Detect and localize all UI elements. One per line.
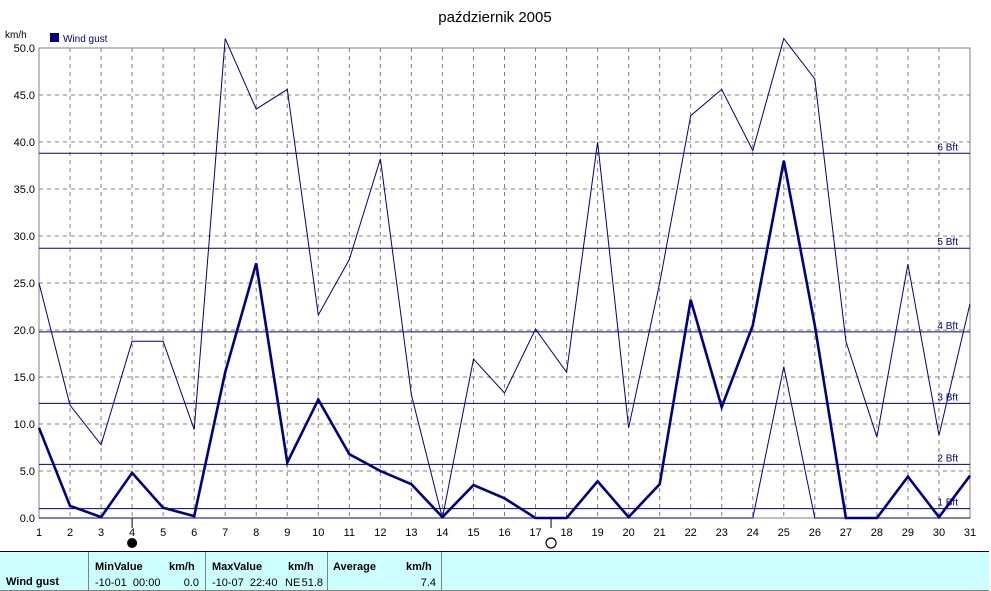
x-tick-label: 31 [964, 527, 976, 539]
average-number: 7.4 [420, 577, 436, 589]
y-tick-label: 0.0 [20, 513, 35, 525]
x-tick-label: 23 [716, 527, 728, 539]
plot-area: 0.0 5.0 10.0 15.0 20.0 25.0 30.0 35.0 40.0 45.0 50… [14, 37, 976, 549]
x-tick-label: 9 [284, 527, 290, 539]
x-tick-label: 24 [747, 527, 759, 539]
legend-swatch [50, 33, 59, 42]
series-line-average [37, 160, 972, 520]
x-tick-label: 29 [902, 527, 914, 539]
min-value-cell: MinValue km/h -10-01 00:00 0.0 [88, 552, 205, 590]
x-tick-label: 14 [436, 527, 448, 539]
x-tick-label: 1 [36, 527, 42, 539]
x-tick-label: 11 [344, 527, 355, 539]
max-value-cell: MaxValue km/h -10-07 22:40 NE 51.8 [205, 552, 327, 590]
x-tick-label: 10 [312, 527, 324, 539]
wind-gust-chart: październik 2005 km/h Wind gust 0.0 5.0 10… [5, 9, 976, 549]
max-value-direction: NE [285, 577, 301, 589]
x-tick-label: 18 [560, 527, 572, 539]
x-tick-label: 13 [405, 527, 417, 539]
x-tick-label: 30 [933, 527, 945, 539]
max-value-number: 51.8 [301, 577, 323, 589]
legend-label: Wind gust [63, 34, 108, 45]
beaufort-label: 4 Bft [937, 321, 958, 332]
series-line-max [38, 37, 971, 519]
chart-title: październik 2005 [438, 9, 551, 26]
y-tick-label: 15.0 [14, 372, 35, 384]
x-tick-label: 16 [498, 527, 510, 539]
full-moon-icon [127, 538, 138, 548]
average-header: Average [333, 561, 377, 573]
max-value-unit: km/h [288, 561, 314, 573]
average-unit: km/h [406, 561, 432, 573]
y-tick-label: 5.0 [20, 466, 35, 478]
max-value-datetime: -10-07 22:40 [212, 577, 278, 589]
series-line-min [39, 366, 970, 519]
y-tick-label: 20.0 [14, 325, 35, 337]
stats-row-label: Wind gust [6, 576, 60, 588]
y-tick-label: 30.0 [14, 231, 35, 243]
y-tick-label: 50.0 [14, 43, 35, 55]
x-tick-label: 26 [809, 527, 821, 539]
x-tick-label: 27 [840, 527, 852, 539]
x-tick-label: 5 [160, 527, 166, 539]
x-tick-label: 12 [374, 527, 386, 539]
x-tick-label: 8 [253, 527, 259, 539]
x-tick-label: 21 [654, 527, 666, 539]
x-tick-label: 7 [222, 527, 228, 539]
min-value-datetime: -10-01 00:00 [95, 577, 161, 589]
average-cell: Average km/h 7.4 [327, 552, 442, 590]
x-tick-label: 28 [871, 527, 883, 539]
x-tick-label: 19 [591, 527, 603, 539]
x-tick-label: 22 [685, 527, 697, 539]
y-axis-unit: km/h [5, 30, 27, 41]
x-tick-label: 15 [467, 527, 479, 539]
x-tick-label: 17 [529, 527, 541, 539]
x-tick-label: 4 [129, 527, 135, 539]
x-tick-label: 3 [98, 527, 104, 539]
new-moon-icon [545, 537, 557, 549]
beaufort-label: 2 Bft [937, 453, 958, 464]
min-value-number: 0.0 [183, 577, 199, 589]
statistics-panel: Wind gust MinValue km/h -10-01 00:00 0.0… [0, 551, 989, 591]
beaufort-label: 6 Bft [937, 142, 958, 153]
y-tick-label: 35.0 [14, 184, 35, 196]
x-tick-label: 6 [191, 527, 197, 539]
beaufort-label: 5 Bft [937, 237, 958, 248]
x-tick-label: 25 [778, 527, 790, 539]
min-value-header: MinValue [95, 561, 143, 573]
beaufort-label: 1 Bft [937, 498, 958, 509]
y-tick-label: 45.0 [14, 90, 35, 102]
x-tick-label: 20 [623, 527, 635, 539]
y-tick-label: 25.0 [14, 278, 35, 290]
x-tick-label: 2 [67, 527, 73, 539]
max-value-header: MaxValue [212, 561, 263, 573]
y-tick-label: 10.0 [14, 419, 35, 431]
min-value-unit: km/h [169, 561, 195, 573]
y-tick-label: 40.0 [14, 137, 35, 149]
